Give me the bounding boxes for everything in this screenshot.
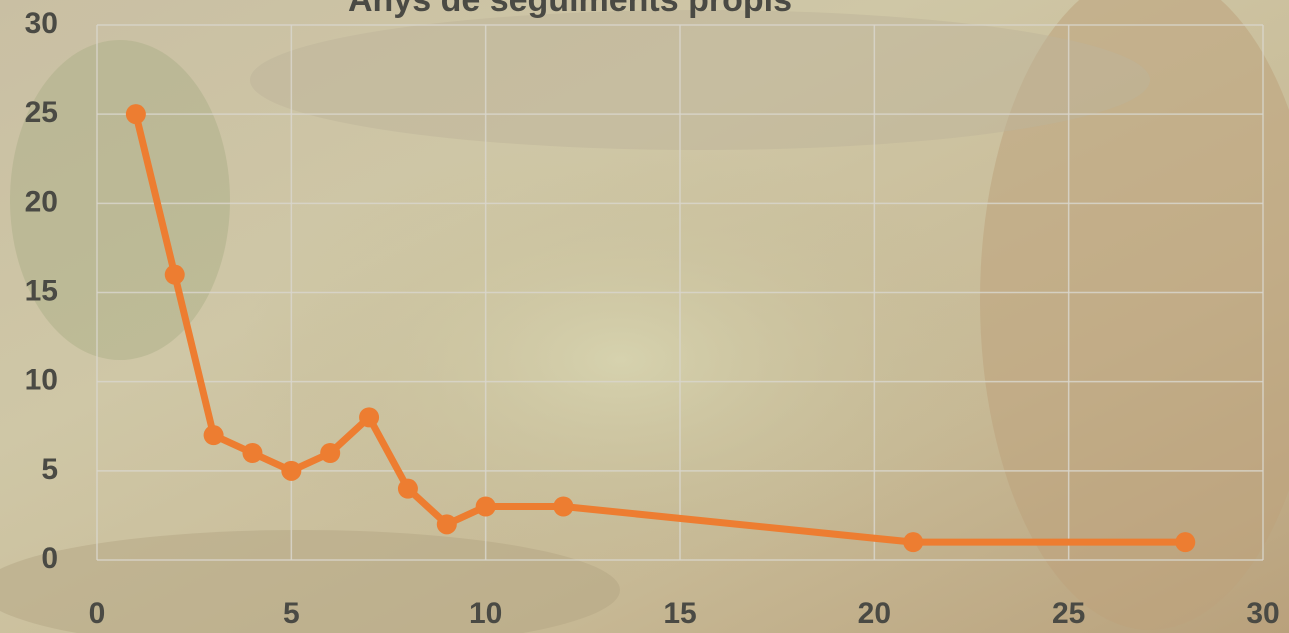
point xyxy=(397,478,418,499)
x-tick-label: 15 xyxy=(663,597,696,630)
chart-title: Anys de seguiments propis xyxy=(348,0,792,19)
point xyxy=(903,532,924,553)
point xyxy=(359,407,380,428)
x-tick-label: 25 xyxy=(1052,597,1085,630)
point xyxy=(1175,532,1196,553)
point xyxy=(475,496,496,517)
x-tick-label: 0 xyxy=(89,597,106,630)
y-tick-label: 15 xyxy=(25,274,58,307)
point xyxy=(436,514,457,535)
point xyxy=(320,443,341,463)
y-tick-label: 30 xyxy=(25,7,58,40)
point xyxy=(125,104,146,125)
point xyxy=(203,425,224,446)
y-tick-label: 10 xyxy=(25,364,58,397)
x-tick-label: 20 xyxy=(858,597,891,630)
x-tick-label: 10 xyxy=(469,597,502,630)
point xyxy=(164,264,185,285)
point xyxy=(281,460,302,481)
x-tick-label: 30 xyxy=(1246,597,1279,630)
point xyxy=(242,443,263,463)
point xyxy=(553,496,574,517)
y-tick-label: 0 xyxy=(41,542,58,575)
x-tick-label: 5 xyxy=(283,597,300,630)
y-tick-label: 25 xyxy=(25,96,58,129)
y-tick-label: 5 xyxy=(41,453,58,486)
y-tick-label: 20 xyxy=(25,185,58,218)
